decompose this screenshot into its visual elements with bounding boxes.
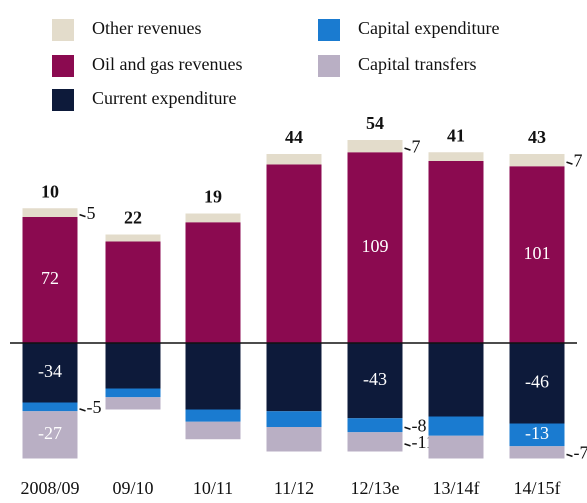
total-label: 44 (285, 127, 303, 147)
legend-swatch (52, 19, 74, 41)
x-tick-label: 11/12 (274, 478, 314, 498)
total-label: 43 (528, 127, 546, 147)
legend-label: Current expenditure (92, 88, 236, 108)
bar-segment (509, 166, 565, 343)
legend-swatch (318, 19, 340, 41)
bar-segment (266, 411, 322, 427)
legend-label: Oil and gas revenues (92, 54, 242, 74)
bar-segment (105, 397, 161, 410)
legend-swatch (52, 89, 74, 111)
bar-segment (22, 208, 78, 217)
bar-segment (428, 435, 484, 459)
data-label: 7 (574, 150, 583, 170)
leader (404, 147, 411, 151)
data-label: -46 (525, 371, 549, 391)
bar-segment (347, 432, 403, 452)
bar-segment (22, 343, 78, 403)
leader (404, 443, 411, 447)
data-label: 5 (87, 203, 96, 223)
x-tick-label: 13/14f (433, 478, 480, 498)
bar-segment (509, 446, 565, 459)
bar-segment (347, 418, 403, 433)
bar-segment (185, 222, 241, 343)
data-label: 72 (41, 268, 59, 288)
bar-segment (347, 152, 403, 343)
bar-segment (185, 213, 241, 223)
bar-segment (266, 154, 322, 165)
bar-segment (22, 402, 78, 412)
data-label: -43 (363, 369, 387, 389)
leader (404, 426, 411, 430)
total-label: 10 (41, 181, 59, 201)
data-label: -8 (412, 415, 427, 435)
bar-segment (347, 343, 403, 419)
x-tick-label: 14/15f (514, 478, 561, 498)
legend-label: Capital expenditure (358, 18, 499, 38)
bar-segment (509, 154, 565, 167)
bar-segment (105, 388, 161, 398)
bar-segment (428, 416, 484, 436)
bar-segment (509, 343, 565, 424)
bar-segment (105, 241, 161, 343)
bar-segment (185, 409, 241, 422)
leader (79, 213, 86, 218)
bar-segment (22, 411, 78, 459)
bar-segment (428, 161, 484, 343)
data-label: -7 (574, 443, 587, 463)
leader (566, 161, 573, 165)
leader (79, 408, 86, 412)
total-label: 19 (204, 187, 222, 207)
legend-swatch (52, 55, 74, 77)
x-tick-label: 09/10 (112, 478, 153, 498)
bar-segment (266, 343, 322, 412)
data-label: -27 (38, 423, 62, 443)
data-label: -5 (87, 397, 102, 417)
leader (566, 453, 573, 458)
legend-label: Other revenues (92, 18, 201, 38)
bar-segment (105, 343, 161, 389)
data-label: -34 (38, 361, 62, 381)
x-tick-label: 12/13e (351, 478, 400, 498)
bar-segment (509, 423, 565, 447)
legend-swatch (318, 55, 340, 77)
data-label: 7 (412, 136, 421, 156)
bar-segment (428, 152, 484, 161)
data-label: 109 (362, 236, 389, 256)
bar-segment (105, 234, 161, 242)
total-label: 54 (366, 113, 384, 133)
bar-segment (347, 140, 403, 153)
x-tick-label: 10/11 (193, 478, 233, 498)
legend-label: Capital transfers (358, 54, 476, 74)
total-label: 22 (124, 208, 142, 228)
bar-segment (266, 427, 322, 452)
bar-segment (22, 217, 78, 343)
bar-segment (266, 164, 322, 343)
bar-segment (185, 421, 241, 440)
x-tick-label: 2008/09 (20, 478, 79, 498)
data-label: 101 (524, 243, 551, 263)
data-label: -13 (525, 423, 549, 443)
total-label: 41 (447, 125, 465, 145)
bar-segment (428, 343, 484, 417)
bar-segment (185, 343, 241, 410)
